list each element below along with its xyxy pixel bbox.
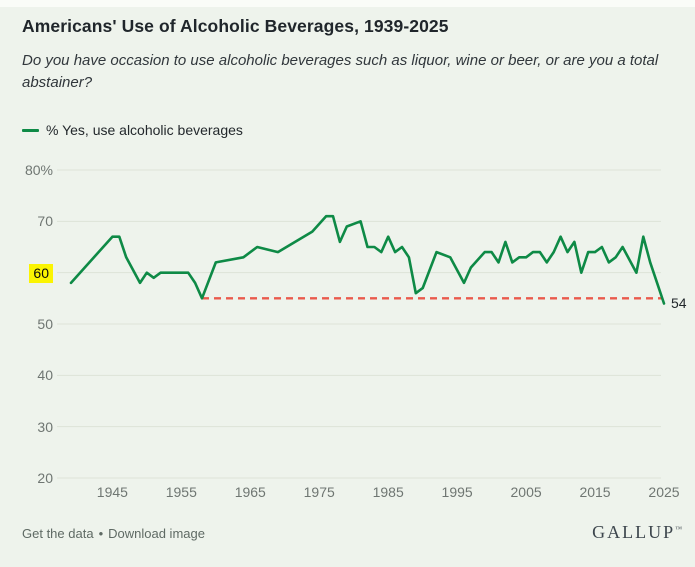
download-image-link[interactable]: Download image: [108, 526, 205, 541]
legend: % Yes, use alcoholic beverages: [22, 122, 243, 138]
x-tick-label-2025: 2025: [648, 484, 680, 500]
latest-value-label: 54: [671, 295, 687, 312]
x-tick-label-1975: 1975: [303, 484, 335, 500]
x-tick-label-1995: 1995: [441, 484, 473, 500]
gallup-wordmark: GALLUP: [592, 522, 676, 542]
x-tick-label-1955: 1955: [165, 484, 197, 500]
legend-label: % Yes, use alcoholic beverages: [46, 122, 243, 138]
x-tick-label-1985: 1985: [372, 484, 404, 500]
y-tick-label-60: 60: [8, 263, 53, 283]
footer-separator: •: [98, 526, 104, 541]
x-tick-label-2015: 2015: [579, 484, 611, 500]
y-tick-label-40: 40: [37, 367, 53, 384]
y-tick-label-20: 20: [37, 470, 53, 486]
trademark-icon: ™: [675, 525, 682, 533]
highlighted-y-tick: 60: [29, 263, 53, 283]
gallup-logo: GALLUP™: [592, 522, 682, 543]
y-tick-label-80: 80%: [24, 162, 53, 178]
chart-subtitle: Do you have occasion to use alcoholic be…: [22, 52, 659, 91]
y-tick-label-70: 70: [37, 213, 53, 230]
x-tick-label-2005: 2005: [510, 484, 542, 500]
chart-title: Americans' Use of Alcoholic Beverages, 1…: [22, 16, 449, 36]
x-tick-label-1965: 1965: [234, 484, 266, 500]
top-margin-strip: [0, 0, 695, 7]
footer-links: Get the data • Download image: [22, 526, 205, 541]
get-the-data-link[interactable]: Get the data: [22, 526, 94, 541]
legend-line-swatch-icon: [22, 128, 39, 132]
x-tick-label-1945: 1945: [96, 484, 128, 500]
y-tick-label-30: 30: [37, 418, 53, 435]
trend-line[interactable]: [69, 214, 666, 305]
y-tick-label-50: 50: [37, 316, 53, 332]
